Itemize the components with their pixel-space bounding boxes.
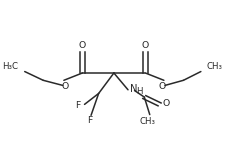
Text: O: O	[62, 82, 69, 91]
Text: H: H	[135, 87, 142, 96]
Text: O: O	[161, 99, 169, 108]
Text: O: O	[141, 41, 148, 50]
Text: CH₃: CH₃	[206, 62, 222, 71]
Text: H₃C: H₃C	[3, 62, 18, 71]
Text: F: F	[87, 116, 92, 125]
Text: O: O	[158, 82, 165, 91]
Text: O: O	[78, 41, 86, 50]
Text: N: N	[130, 84, 137, 94]
Text: F: F	[74, 101, 80, 110]
Text: CH₃: CH₃	[139, 117, 155, 126]
